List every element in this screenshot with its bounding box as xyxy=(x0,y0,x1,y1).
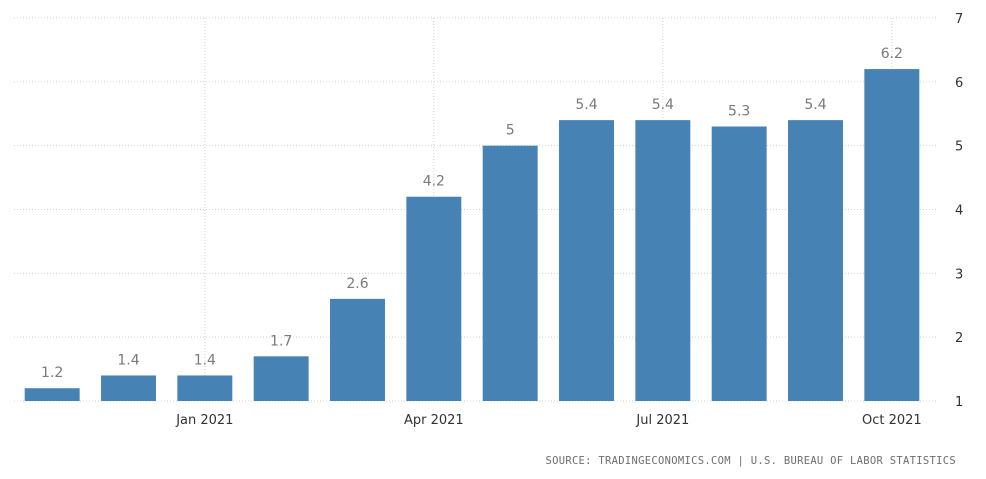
data-label: 4.2 xyxy=(423,174,445,190)
x-tick-label: Jul 2021 xyxy=(635,413,689,428)
bar xyxy=(101,375,156,401)
y-tick-label: 4 xyxy=(955,204,963,219)
data-label: 1.7 xyxy=(270,333,292,349)
source-caption: SOURCE: TRADINGECONOMICS.COM | U.S. BURE… xyxy=(545,455,956,467)
bar xyxy=(177,375,233,401)
data-label: 2.6 xyxy=(346,276,368,292)
gridlines xyxy=(14,17,938,402)
data-label: 6.2 xyxy=(881,46,903,62)
bar xyxy=(864,69,920,402)
x-axis-ticks: Jan 2021 Apr 2021 Jul 2021 Oct 2021 xyxy=(175,413,921,428)
y-tick-label: 1 xyxy=(955,395,963,410)
bar xyxy=(635,120,691,401)
x-tick-label: Jan 2021 xyxy=(175,413,233,428)
data-label: 1.2 xyxy=(41,365,63,381)
bar xyxy=(482,145,538,401)
bar xyxy=(788,120,843,401)
data-label: 1.4 xyxy=(117,352,139,368)
data-label: 5.4 xyxy=(575,97,597,113)
bar xyxy=(330,298,385,401)
x-tick-label: Oct 2021 xyxy=(862,413,922,428)
y-tick-label: 6 xyxy=(955,76,963,91)
bar xyxy=(406,196,462,401)
y-tick-label: 2 xyxy=(955,331,963,346)
data-label: 5.4 xyxy=(804,97,826,113)
data-labels: 1.2 1.4 1.4 1.7 2.6 4.2 5 5.4 5.4 5.3 5.4 6.2 xyxy=(41,46,903,381)
data-label: 5 xyxy=(506,123,515,139)
x-tick-label: Apr 2021 xyxy=(404,413,464,428)
bar xyxy=(24,388,80,401)
data-label: 5.3 xyxy=(728,104,750,120)
data-label: 5.4 xyxy=(652,97,674,113)
data-label: 1.4 xyxy=(194,352,216,368)
y-tick-label: 7 xyxy=(955,12,963,27)
bar xyxy=(711,126,767,402)
bar-series xyxy=(24,69,920,402)
y-tick-label: 5 xyxy=(955,140,963,155)
bar xyxy=(253,356,309,401)
bar xyxy=(559,120,614,401)
y-axis-ticks: 1 2 3 4 5 6 7 xyxy=(955,12,963,410)
y-tick-label: 3 xyxy=(955,267,963,282)
